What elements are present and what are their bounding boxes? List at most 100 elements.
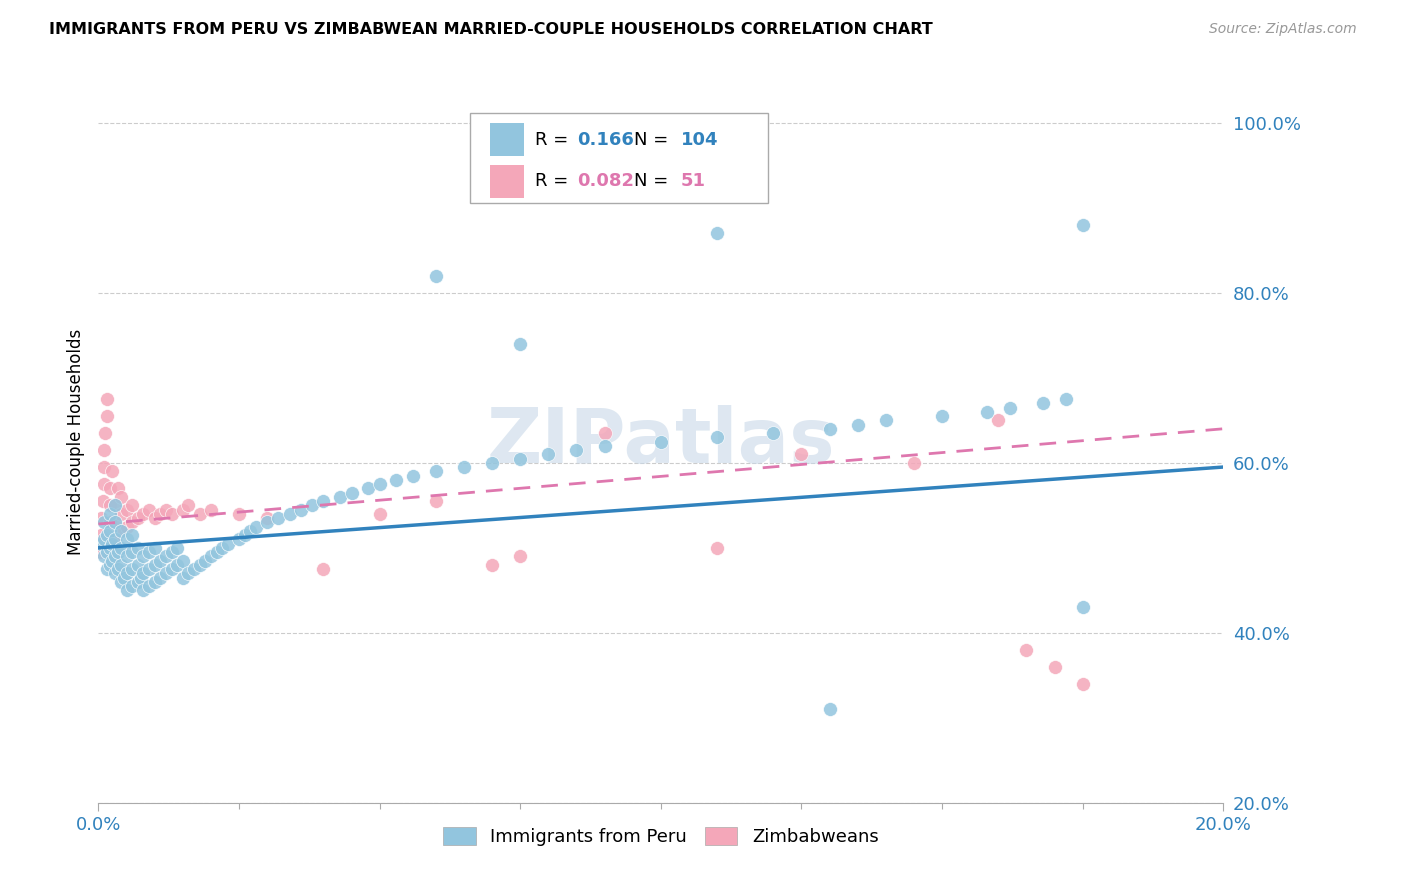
- Point: [1043, 660, 1066, 674]
- Point: [228, 507, 250, 521]
- Point: [149, 507, 172, 521]
- Point: [149, 553, 172, 567]
- Text: N =: N =: [634, 130, 673, 149]
- Point: [127, 511, 149, 525]
- Point: [239, 524, 262, 538]
- Point: [368, 477, 391, 491]
- Point: [143, 511, 166, 525]
- Point: [233, 528, 256, 542]
- Point: [101, 536, 124, 550]
- Point: [104, 533, 127, 547]
- Text: 51: 51: [681, 172, 706, 190]
- Point: [96, 545, 118, 559]
- Point: [90, 528, 112, 542]
- Point: [93, 460, 115, 475]
- Point: [329, 490, 352, 504]
- Point: [211, 541, 233, 555]
- Point: [138, 579, 160, 593]
- Point: [104, 498, 127, 512]
- Point: [143, 541, 166, 555]
- Point: [706, 541, 728, 555]
- Point: [818, 422, 841, 436]
- Text: IMMIGRANTS FROM PERU VS ZIMBABWEAN MARRIED-COUPLE HOUSEHOLDS CORRELATION CHART: IMMIGRANTS FROM PERU VS ZIMBABWEAN MARRI…: [49, 22, 934, 37]
- Point: [98, 558, 121, 572]
- Point: [368, 507, 391, 521]
- Point: [593, 425, 616, 440]
- Point: [132, 549, 155, 564]
- Point: [90, 511, 112, 525]
- Point: [121, 579, 143, 593]
- Point: [160, 507, 183, 521]
- Point: [121, 528, 143, 542]
- Point: [177, 566, 200, 581]
- Point: [166, 558, 188, 572]
- Point: [107, 481, 129, 495]
- Point: [481, 456, 503, 470]
- Point: [177, 498, 200, 512]
- Point: [93, 443, 115, 458]
- Point: [301, 498, 323, 512]
- Point: [115, 502, 138, 516]
- Point: [93, 477, 115, 491]
- Point: [172, 553, 194, 567]
- Point: [98, 541, 121, 555]
- Point: [155, 502, 177, 516]
- Text: N =: N =: [634, 172, 673, 190]
- Text: R =: R =: [534, 130, 574, 149]
- Point: [593, 439, 616, 453]
- Point: [155, 566, 177, 581]
- Point: [138, 562, 160, 576]
- Point: [290, 502, 312, 516]
- Point: [110, 524, 132, 538]
- Point: [104, 498, 127, 512]
- Point: [104, 533, 127, 547]
- Point: [127, 558, 149, 572]
- Point: [107, 545, 129, 559]
- Text: R =: R =: [534, 172, 574, 190]
- Point: [127, 574, 149, 589]
- Point: [149, 570, 172, 584]
- Point: [385, 473, 408, 487]
- Point: [245, 519, 267, 533]
- Point: [509, 336, 531, 351]
- Point: [96, 528, 118, 542]
- Point: [790, 447, 813, 461]
- Point: [183, 562, 205, 576]
- Point: [96, 562, 118, 576]
- Point: [931, 409, 953, 423]
- Point: [256, 516, 278, 530]
- Point: [188, 558, 211, 572]
- Point: [425, 268, 447, 283]
- Point: [205, 545, 228, 559]
- Point: [166, 541, 188, 555]
- Text: ZIPatlas: ZIPatlas: [486, 405, 835, 478]
- Point: [129, 570, 152, 584]
- Point: [200, 502, 222, 516]
- Point: [425, 464, 447, 478]
- Point: [998, 401, 1021, 415]
- Point: [110, 541, 132, 555]
- Point: [132, 583, 155, 598]
- Point: [93, 549, 115, 564]
- Point: [121, 545, 143, 559]
- Point: [112, 570, 135, 584]
- Point: [138, 545, 160, 559]
- Point: [402, 468, 425, 483]
- Point: [115, 566, 138, 581]
- Point: [96, 409, 118, 423]
- Point: [121, 562, 143, 576]
- Text: 104: 104: [681, 130, 718, 149]
- Point: [160, 562, 183, 576]
- Point: [846, 417, 869, 432]
- Point: [340, 485, 363, 500]
- Point: [104, 549, 127, 564]
- Point: [110, 524, 132, 538]
- Point: [96, 392, 118, 406]
- Point: [107, 562, 129, 576]
- Point: [706, 430, 728, 444]
- Point: [875, 413, 897, 427]
- Point: [256, 511, 278, 525]
- Point: [312, 494, 335, 508]
- Point: [104, 566, 127, 581]
- Point: [1054, 392, 1077, 406]
